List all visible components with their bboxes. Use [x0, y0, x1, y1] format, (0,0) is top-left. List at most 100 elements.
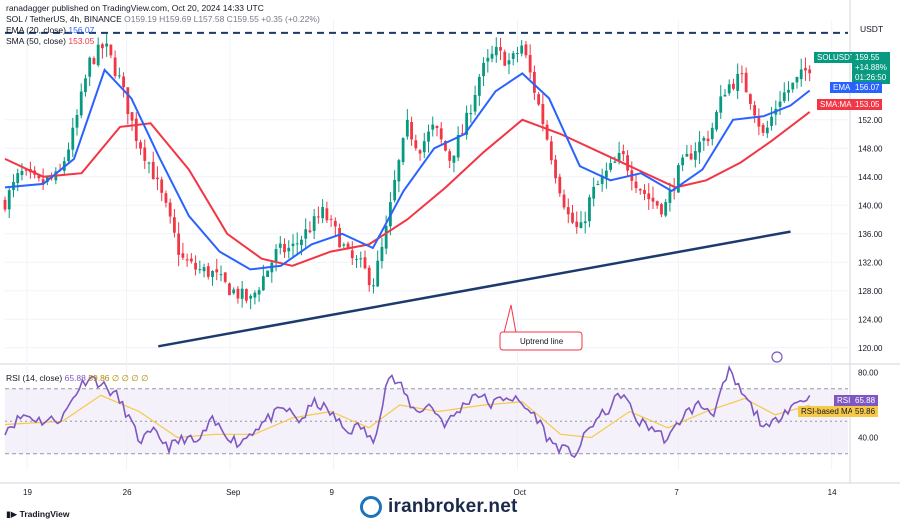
watermark-logo-icon — [360, 496, 382, 518]
candle-body — [96, 44, 100, 66]
candle-body — [181, 253, 185, 258]
candle-body — [173, 217, 176, 233]
candle-body — [528, 55, 532, 73]
candle-body — [304, 229, 308, 239]
alert-icon — [771, 351, 783, 363]
rsi-legend-extra: 59.86 ∅ ∅ ∅ ∅ — [88, 373, 149, 383]
rsi-line — [4, 365, 811, 459]
candle-body — [626, 155, 629, 171]
candle-body — [490, 53, 494, 59]
candle-body — [333, 220, 337, 227]
candle-body — [562, 194, 566, 208]
sma-legend[interactable]: SMA (50, close) 153.05 — [6, 36, 94, 46]
candle-body — [482, 62, 485, 77]
candle-body — [168, 202, 172, 217]
symbol-price-tag: SOLUSDT — [814, 52, 858, 63]
symbol-label[interactable]: SOL / TetherUS, 4h, BINANCE — [6, 14, 122, 24]
candle-body — [206, 266, 210, 277]
last-price: 159.55 — [855, 53, 880, 62]
candle-body — [245, 289, 248, 301]
ohlc-values: O159.19 H159.69 L157.58 C159.55 +0.35 (+… — [124, 14, 320, 24]
rsi-axis-tag: RSI — [834, 395, 854, 406]
candle-body — [41, 179, 45, 184]
candle-body — [219, 274, 223, 276]
annotation-label: Uptrend line — [520, 337, 564, 346]
candle-body — [486, 57, 490, 62]
ema-20-line — [4, 68, 811, 271]
candle-body — [452, 155, 456, 163]
candle-body — [554, 159, 557, 179]
candle-body — [67, 149, 70, 162]
candle-body — [71, 127, 75, 150]
candle-body — [787, 89, 790, 93]
candle-body — [215, 269, 219, 273]
candle-body — [401, 138, 405, 163]
candle-body — [257, 290, 261, 295]
candle-body — [511, 53, 515, 59]
candle-body — [473, 94, 477, 112]
price-change: +14.88% — [855, 63, 887, 72]
candle-body — [405, 119, 409, 137]
candle-body — [308, 230, 312, 233]
candle-body — [723, 94, 727, 97]
candle-body — [202, 267, 206, 272]
candle-body — [410, 121, 413, 140]
candle-body — [355, 258, 358, 260]
candle-body — [92, 58, 96, 64]
rsi-legend-value: 65.88 — [64, 373, 86, 383]
candle-body — [211, 270, 214, 278]
candle-body — [693, 151, 697, 160]
chart-axes: 120.00 124.00 128.00 132.00 136.00 140.00 144.… — [23, 116, 883, 497]
candle-body — [660, 204, 663, 215]
candle-body — [795, 77, 799, 83]
rsi-ma-axis-tag: RSI-based MA — [798, 406, 857, 417]
candle-body — [651, 197, 655, 202]
candle-body — [384, 225, 388, 249]
candle-body — [291, 243, 295, 247]
candle-body — [791, 82, 795, 90]
candle-body — [24, 169, 28, 171]
candle-body — [477, 76, 481, 96]
time-tick-label: 19 — [23, 488, 32, 497]
candle-body — [545, 124, 549, 140]
candle-body — [393, 179, 397, 201]
candle-body — [516, 53, 519, 55]
candle-body — [444, 140, 447, 151]
candle-body — [160, 179, 164, 193]
candle-body — [592, 186, 596, 199]
candle-body — [719, 96, 723, 113]
candle-body — [253, 292, 257, 298]
price-tick-label: 120.00 — [858, 344, 883, 353]
rsi-legend[interactable]: RSI (14, close) 65.88 59.86 ∅ ∅ ∅ ∅ — [6, 373, 149, 384]
candle-body — [261, 276, 265, 291]
candle-body — [532, 71, 536, 93]
price-tick-label: 148.00 — [858, 144, 883, 153]
candle-body — [278, 243, 282, 248]
candle-body — [456, 135, 460, 158]
watermark-text: iranbroker.net — [388, 496, 518, 518]
candle-body — [249, 295, 253, 299]
sma-legend-label: SMA (50, close) — [6, 36, 66, 46]
ema-legend[interactable]: EMA (20, close) 156.07 — [6, 25, 94, 35]
currency-label[interactable]: USDT — [860, 24, 884, 34]
candle-body — [617, 152, 621, 161]
last-price-box: 159.55 +14.88% 01:26:50 — [852, 52, 890, 84]
candle-body — [549, 141, 553, 161]
candle-body — [16, 173, 20, 184]
candle-body — [727, 84, 731, 94]
tradingview-logo[interactable]: ▮▶ TradingView — [6, 509, 70, 520]
indicator-lines: Uptrend line — [4, 68, 811, 351]
candle-body — [753, 105, 757, 116]
candle-body — [710, 127, 714, 140]
candle-body — [520, 45, 524, 54]
candle-body — [778, 101, 782, 107]
candle-body — [439, 128, 443, 140]
candle-body — [126, 87, 130, 114]
candle-body — [537, 94, 541, 105]
candle-body — [20, 170, 24, 176]
candle-body — [372, 285, 375, 287]
candle-body — [698, 141, 701, 153]
candle-body — [422, 141, 426, 153]
price-tick-label: 140.00 — [858, 201, 883, 210]
rsi-axis-value: 65.88 — [852, 395, 879, 406]
